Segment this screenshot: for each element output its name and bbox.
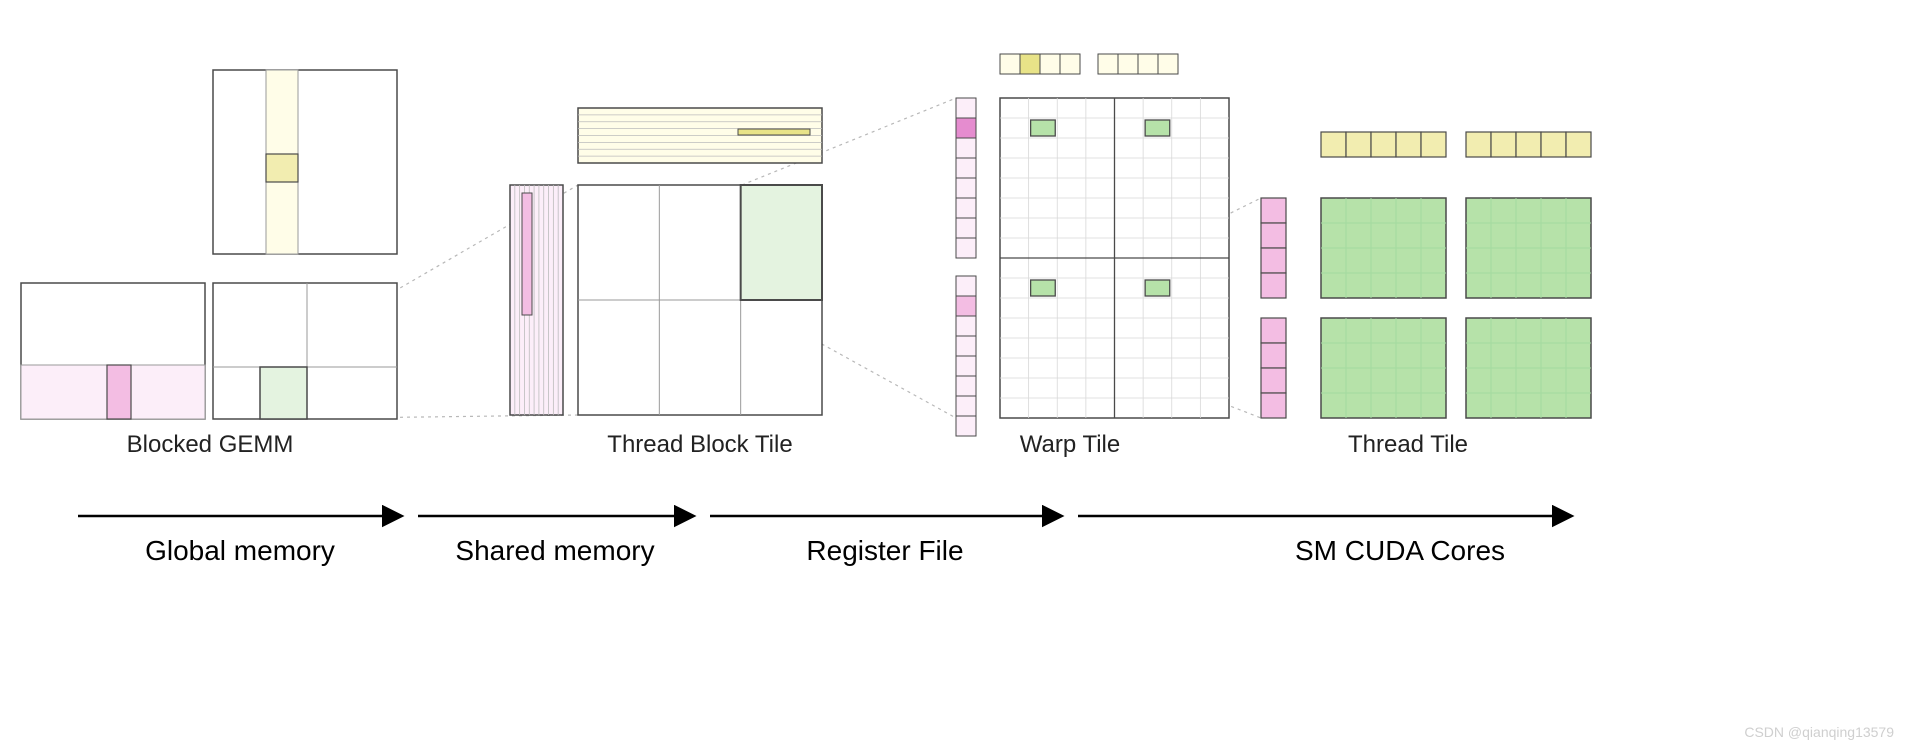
mem-label-global: Global memory — [145, 535, 335, 566]
label-warp-tile: Warp Tile — [1020, 431, 1120, 458]
mem-label-shared: Shared memory — [455, 535, 654, 566]
label-blocked-gemm: Blocked GEMM — [127, 431, 294, 458]
mem-label-register: Register File — [806, 535, 963, 566]
label-thread-block-tile: Thread Block Tile — [607, 431, 792, 458]
mem-label-cores: SM CUDA Cores — [1295, 535, 1505, 566]
watermark: CSDN @qianqing13579 — [1744, 724, 1894, 740]
label-thread-tile: Thread Tile — [1348, 431, 1468, 458]
